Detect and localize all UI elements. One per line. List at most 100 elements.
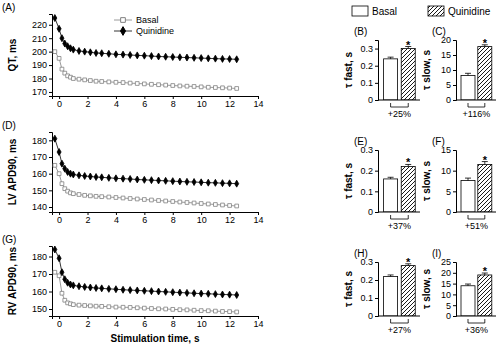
data-point: [83, 48, 87, 55]
bar: [384, 179, 398, 212]
tick-label: 6: [142, 215, 147, 225]
data-point: [57, 274, 61, 278]
data-point: [185, 178, 189, 185]
tick: 5: [446, 187, 456, 197]
tick-label: 15: [441, 50, 451, 60]
plot-area: [384, 47, 416, 100]
legend-label: Basal: [372, 6, 397, 17]
tick: 160: [32, 287, 52, 297]
data-point: [171, 54, 175, 61]
data-point: [88, 304, 92, 308]
data-point: [100, 80, 104, 84]
data-point: [128, 197, 132, 201]
percent-change: +27%: [388, 325, 411, 335]
tick-label: 4: [114, 99, 119, 109]
tick-mark: [49, 79, 52, 80]
data-point: [94, 50, 98, 57]
data-point: [114, 80, 118, 84]
y-axis-title: τ slow, s: [421, 160, 432, 201]
data-point: [235, 56, 239, 63]
y-axis-title: τ fast, s: [343, 51, 354, 88]
tick-mark: [375, 171, 378, 172]
data-point: [121, 305, 125, 309]
tick: 8: [171, 96, 176, 109]
tick: 160: [32, 169, 52, 179]
data-point: [214, 86, 218, 90]
tick: 4: [114, 316, 119, 329]
data-point: [228, 291, 232, 298]
y-axis: 00.10.20.3: [360, 257, 378, 321]
tick-label: 0.1: [360, 187, 373, 197]
tick-label: 6: [142, 99, 147, 109]
bar: [461, 75, 475, 100]
tick-label: 10: [441, 166, 451, 176]
data-point: [71, 77, 75, 81]
panel-title: (E): [354, 136, 367, 147]
data-point: [235, 87, 239, 91]
data-point: [128, 306, 132, 310]
tick: 10: [441, 65, 456, 75]
tick-mark: [453, 100, 456, 101]
panel-title: (C): [432, 26, 446, 37]
panel: 150160170180(G)RV APD90, ms02468101214St…: [2, 234, 264, 344]
data-point: [57, 149, 61, 156]
data-point: [60, 291, 64, 295]
tick-label: 2: [86, 215, 91, 225]
axis-line: [375, 41, 379, 101]
tick-label: 0.2: [360, 166, 373, 176]
tick-label: 210: [32, 34, 47, 44]
tick-label: 10: [441, 290, 451, 300]
data-point: [192, 54, 196, 61]
data-point: [171, 84, 175, 88]
data-point: [128, 287, 132, 294]
tick-label: 14: [253, 99, 263, 109]
data-point: [100, 285, 104, 292]
tick-mark: [453, 294, 456, 295]
plot-area: [53, 15, 239, 91]
data-point: [221, 86, 225, 90]
legend-symbol: [121, 18, 126, 23]
data-point: [142, 176, 146, 183]
tick: 0.1: [360, 78, 378, 88]
tick: 190: [32, 60, 52, 70]
bracket: [468, 319, 485, 323]
panel: 05101520(C)τ slow, s*+116%: [421, 26, 496, 119]
tick-label: 10: [441, 65, 451, 75]
tick: 200: [32, 47, 52, 57]
data-point: [83, 283, 87, 290]
data-point: [57, 25, 61, 32]
data-point: [199, 309, 203, 313]
data-point: [150, 82, 154, 86]
data-point: [192, 308, 196, 312]
data-point: [142, 52, 146, 59]
data-point: [228, 204, 232, 208]
tick-label: 0.1: [360, 78, 373, 88]
data-point: [60, 35, 64, 42]
significance: *: [406, 256, 411, 268]
tick-label: 15: [441, 279, 451, 289]
tick: 8: [171, 316, 176, 329]
tick-label: 0: [446, 207, 451, 217]
data-point: [228, 310, 232, 314]
tick-label: 170: [32, 269, 47, 279]
panel-title: (I): [432, 248, 441, 259]
tick-label: 150: [32, 186, 47, 196]
significance: *: [483, 154, 488, 166]
data-point: [53, 50, 57, 54]
tick: 0.2: [360, 61, 378, 71]
tick-label: 8: [171, 215, 176, 225]
tick-mark: [49, 174, 52, 175]
error-bar: [388, 57, 394, 59]
tick-mark: [49, 274, 52, 275]
tick: 150: [32, 186, 52, 196]
tick-label: 5: [446, 301, 451, 311]
data-point: [213, 179, 217, 186]
data-point: [164, 83, 168, 87]
data-point: [164, 199, 168, 203]
y-axis-title: RV APD90, ms: [7, 246, 18, 315]
tick: 0: [57, 96, 62, 109]
data-point: [94, 304, 98, 308]
data-point: [53, 135, 57, 142]
tick-label: 0: [368, 311, 373, 321]
x-axis-title: Stimulation time, s: [111, 333, 200, 344]
